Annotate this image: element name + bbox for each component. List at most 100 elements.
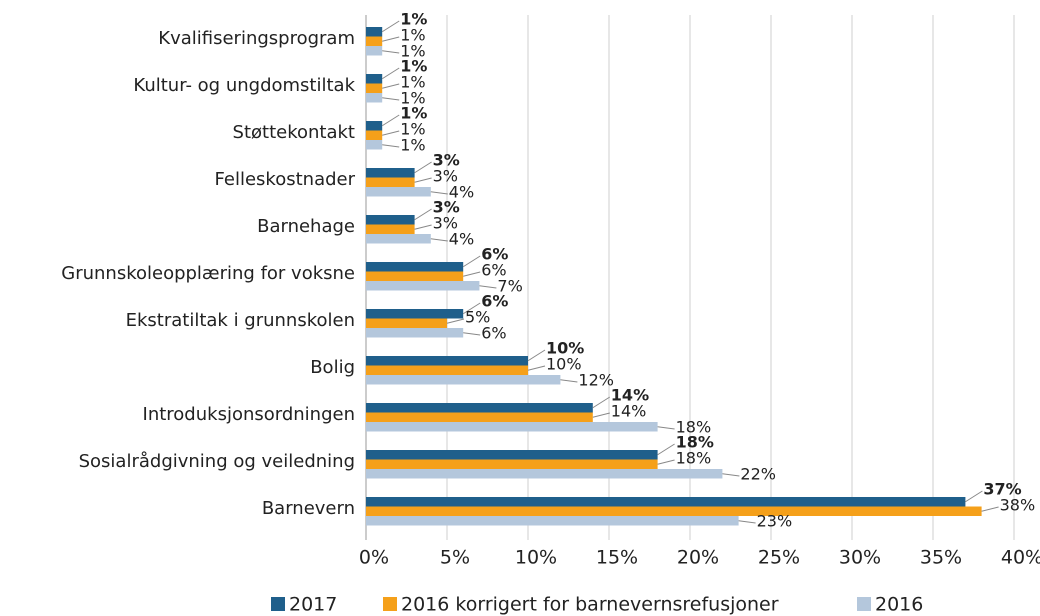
legend-swatch bbox=[383, 597, 397, 611]
category-label: Støttekontakt bbox=[233, 122, 355, 143]
bar bbox=[366, 74, 383, 84]
value-label: 3% bbox=[433, 198, 460, 217]
leader-line bbox=[382, 144, 400, 148]
value-label: 1% bbox=[400, 26, 425, 45]
leader-line bbox=[981, 506, 999, 512]
bar bbox=[366, 187, 431, 197]
category-label: Bolig bbox=[310, 357, 355, 378]
bar bbox=[366, 168, 415, 178]
bar bbox=[366, 234, 431, 244]
leader-line bbox=[463, 332, 481, 336]
value-label: 37% bbox=[983, 480, 1021, 499]
leader-line bbox=[965, 490, 983, 503]
leader-line bbox=[381, 20, 400, 33]
value-label: 10% bbox=[546, 339, 584, 358]
bar bbox=[366, 271, 464, 281]
x-tick-label: 15% bbox=[596, 547, 638, 569]
value-label: 4% bbox=[449, 183, 474, 202]
value-label: 23% bbox=[757, 512, 793, 531]
value-label: 22% bbox=[740, 465, 776, 484]
leader-line bbox=[381, 67, 400, 80]
category-label: Barnevern bbox=[262, 498, 355, 519]
value-label: 1% bbox=[400, 89, 425, 108]
leader-line bbox=[657, 426, 675, 430]
bar bbox=[366, 365, 528, 375]
leader-line bbox=[430, 191, 448, 195]
bar bbox=[366, 93, 383, 103]
leader-line bbox=[414, 208, 432, 221]
value-label: 5% bbox=[465, 308, 490, 327]
leader-line bbox=[657, 443, 675, 456]
bar bbox=[366, 328, 464, 338]
bar bbox=[366, 262, 464, 272]
value-label: 1% bbox=[400, 42, 425, 61]
category-label: Sosialrådgivning og veiledning bbox=[79, 451, 355, 472]
value-label: 6% bbox=[481, 324, 506, 343]
bar bbox=[366, 403, 593, 413]
value-label: 6% bbox=[481, 245, 508, 264]
bar bbox=[366, 121, 383, 131]
value-label: 18% bbox=[676, 418, 712, 437]
leader-line bbox=[592, 412, 610, 418]
category-label: Introduksjonsordningen bbox=[143, 404, 355, 425]
legend-label: 2016 bbox=[875, 594, 923, 616]
leader-line bbox=[560, 379, 578, 383]
category-label: Ekstratiltak i grunnskolen bbox=[126, 310, 355, 331]
x-tick-label: 10% bbox=[515, 547, 557, 569]
bar bbox=[366, 459, 658, 469]
bar bbox=[366, 422, 658, 432]
value-label: 3% bbox=[433, 214, 458, 233]
value-label: 1% bbox=[400, 136, 425, 155]
x-tick-label: 40% bbox=[1001, 547, 1040, 569]
value-label: 38% bbox=[1000, 496, 1036, 515]
bar bbox=[366, 450, 658, 460]
bar bbox=[366, 412, 593, 422]
value-label: 14% bbox=[611, 386, 649, 405]
value-label: 1% bbox=[400, 57, 427, 76]
leader-line bbox=[382, 97, 400, 101]
category-label: Kultur- og ungdomstiltak bbox=[133, 75, 355, 96]
x-tick-label: 25% bbox=[758, 547, 800, 569]
leader-line bbox=[414, 177, 432, 183]
leader-line bbox=[527, 349, 546, 362]
value-label: 6% bbox=[481, 292, 508, 311]
bar bbox=[366, 506, 982, 516]
leader-line bbox=[414, 224, 432, 230]
bar bbox=[366, 130, 383, 140]
legend-swatch bbox=[857, 597, 871, 611]
legend-label: 2016 korrigert for barnevernsrefusjoner bbox=[401, 594, 779, 616]
leader-line bbox=[738, 520, 756, 524]
category-label: Grunnskoleopplæring for voksne bbox=[61, 263, 355, 284]
value-label: 3% bbox=[433, 167, 458, 186]
value-label: 4% bbox=[449, 230, 474, 249]
x-tick-label: 0% bbox=[359, 547, 389, 569]
legend-swatch bbox=[271, 597, 285, 611]
bar bbox=[366, 224, 415, 234]
bar bbox=[366, 497, 966, 507]
value-label: 1% bbox=[400, 73, 425, 92]
leader-line bbox=[463, 271, 481, 277]
value-label: 7% bbox=[497, 277, 522, 296]
leader-line bbox=[592, 396, 611, 409]
leader-line bbox=[382, 36, 400, 42]
bar bbox=[366, 516, 739, 526]
category-label: Barnehage bbox=[257, 216, 355, 237]
bar bbox=[366, 83, 383, 93]
leader-line bbox=[382, 130, 400, 136]
bar bbox=[366, 46, 383, 56]
leader-line bbox=[527, 365, 546, 371]
x-tick-label: 5% bbox=[440, 547, 470, 569]
x-tick-label: 30% bbox=[839, 547, 881, 569]
bar bbox=[366, 356, 528, 366]
leader-line bbox=[382, 83, 400, 89]
value-label: 18% bbox=[676, 433, 714, 452]
value-label: 6% bbox=[481, 261, 506, 280]
bar bbox=[366, 27, 383, 37]
bar bbox=[366, 140, 383, 150]
leader-line bbox=[446, 318, 465, 324]
leader-line bbox=[657, 459, 675, 465]
bar bbox=[366, 177, 415, 187]
value-label: 10% bbox=[546, 355, 582, 374]
